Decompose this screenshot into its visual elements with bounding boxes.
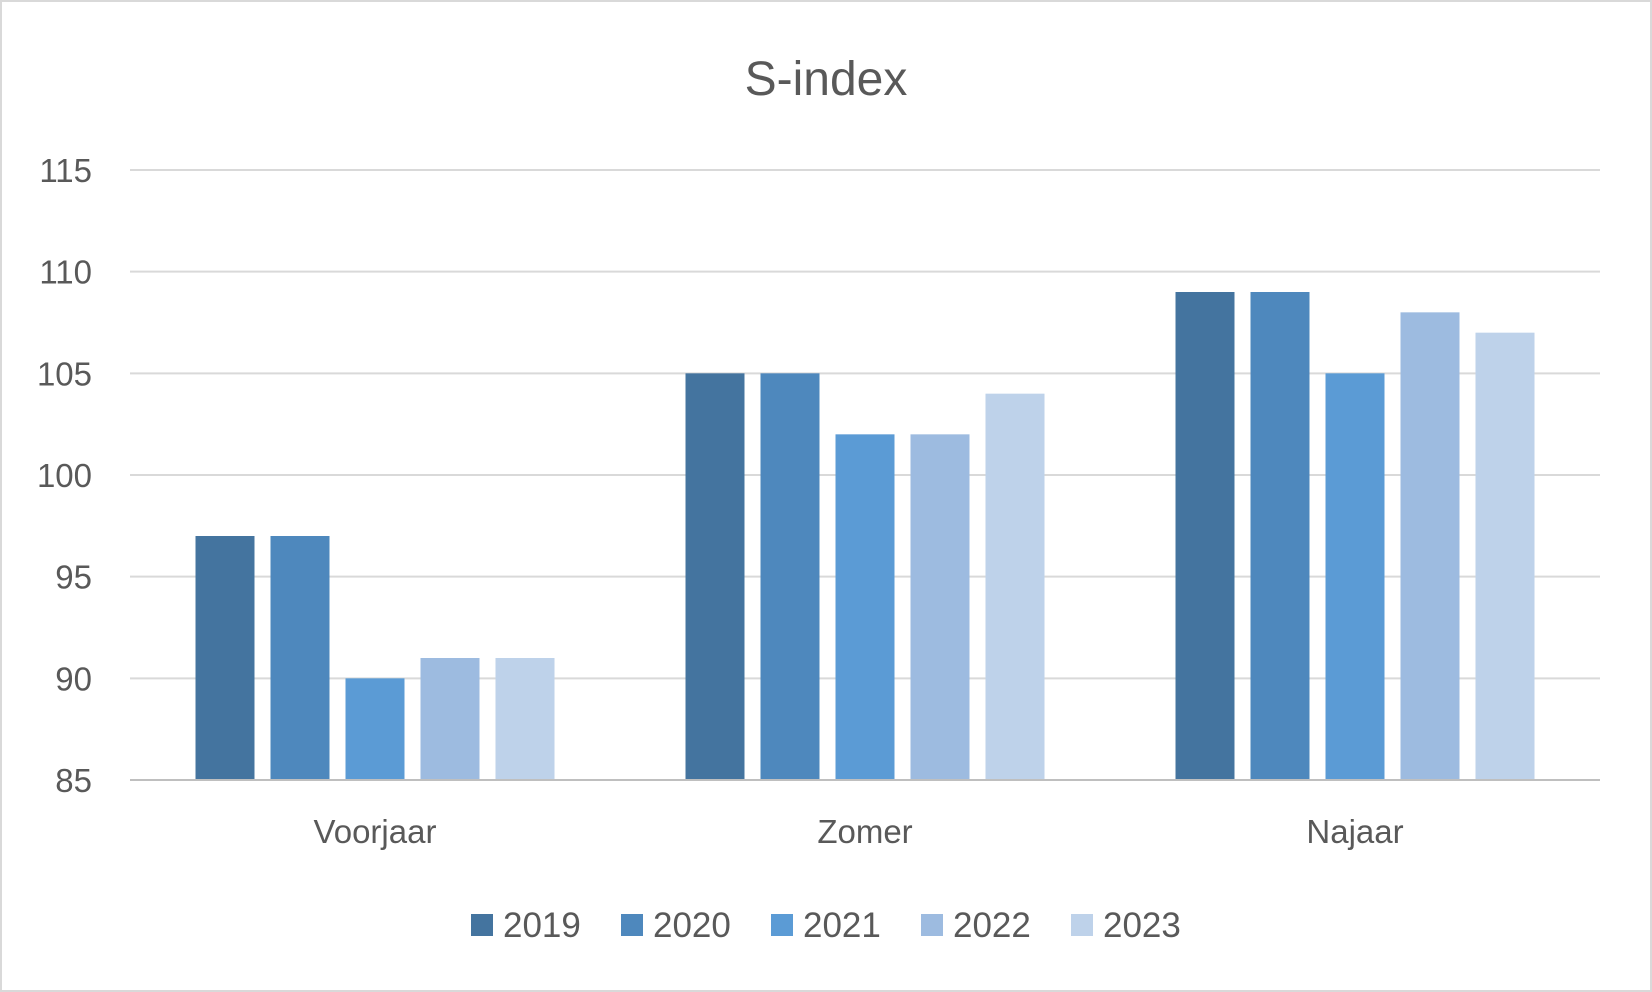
y-tick-label: 85 xyxy=(55,762,92,799)
bar-2022-voorjaar xyxy=(420,658,480,780)
legend-label: 2022 xyxy=(953,906,1031,945)
y-tick-label: 110 xyxy=(39,254,92,291)
legend-item-2019: 2019 xyxy=(471,906,581,945)
x-tick-label: Najaar xyxy=(1306,813,1403,850)
bar-2022-najaar xyxy=(1400,312,1460,780)
legend-label: 2021 xyxy=(803,906,881,945)
bar-2019-najaar xyxy=(1175,292,1235,780)
legend-item-2020: 2020 xyxy=(621,906,731,945)
legend-label: 2023 xyxy=(1103,906,1181,945)
y-tick-label: 100 xyxy=(37,457,92,494)
legend-item-2021: 2021 xyxy=(771,906,881,945)
x-tick-label: Zomer xyxy=(817,813,912,850)
bar-2023-najaar xyxy=(1475,332,1535,780)
legend-item-2023: 2023 xyxy=(1071,906,1181,945)
x-axis-ticks: Voorjaar Zomer Najaar xyxy=(314,813,1404,850)
bar-2021-voorjaar xyxy=(345,678,405,780)
legend-swatch xyxy=(471,914,493,936)
legend-label: 2020 xyxy=(653,906,731,945)
bar-2020-najaar xyxy=(1250,292,1310,780)
bar-2021-zomer xyxy=(835,434,895,780)
legend-swatch xyxy=(621,914,643,936)
chart-title: S-index xyxy=(745,53,908,106)
legend-label: 2019 xyxy=(503,906,581,945)
y-axis-ticks: 85 90 95 100 105 110 115 xyxy=(37,152,92,799)
legend: 2019 2020 2021 2022 2023 xyxy=(471,906,1181,945)
bars xyxy=(195,292,1535,780)
legend-swatch xyxy=(1071,914,1093,936)
bar-2019-voorjaar xyxy=(195,536,255,780)
legend-item-2022: 2022 xyxy=(921,906,1031,945)
bar-2019-zomer xyxy=(685,373,745,780)
y-tick-label: 115 xyxy=(39,152,92,189)
y-tick-label: 90 xyxy=(55,660,92,697)
bar-2023-zomer xyxy=(985,393,1045,780)
bar-2022-zomer xyxy=(910,434,970,780)
legend-swatch xyxy=(921,914,943,936)
y-tick-label: 105 xyxy=(37,355,92,392)
bar-2020-zomer xyxy=(760,373,820,780)
bar-2021-najaar xyxy=(1325,373,1385,780)
y-tick-label: 95 xyxy=(55,559,92,596)
x-tick-label: Voorjaar xyxy=(314,813,437,850)
legend-swatch xyxy=(771,914,793,936)
bar-2023-voorjaar xyxy=(495,658,555,780)
bar-2020-voorjaar xyxy=(270,536,330,780)
